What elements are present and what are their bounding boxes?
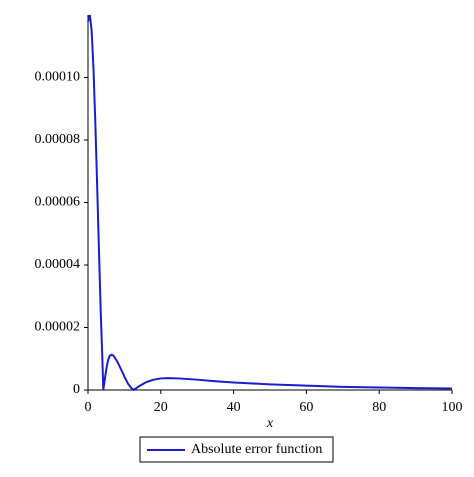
x-tick-label: 40: [227, 400, 241, 415]
x-tick-label: 100: [442, 400, 463, 415]
y-tick-label: 0.00004: [35, 257, 81, 272]
y-tick-label: 0.00008: [35, 132, 81, 147]
x-tick-label: 0: [85, 400, 92, 415]
x-tick-label: 60: [299, 400, 313, 415]
x-tick-label: 20: [154, 400, 168, 415]
x-tick-label: 80: [372, 400, 386, 415]
y-tick-label: 0: [73, 382, 80, 397]
y-tick-label: 0.00006: [35, 195, 81, 210]
legend-label: Absolute error function: [191, 442, 322, 457]
line-series: [87, 14, 453, 392]
y-tick-label: 0.00002: [35, 320, 81, 335]
x-axis-label: x: [266, 416, 274, 431]
y-tick-label: 0.00010: [35, 70, 81, 85]
